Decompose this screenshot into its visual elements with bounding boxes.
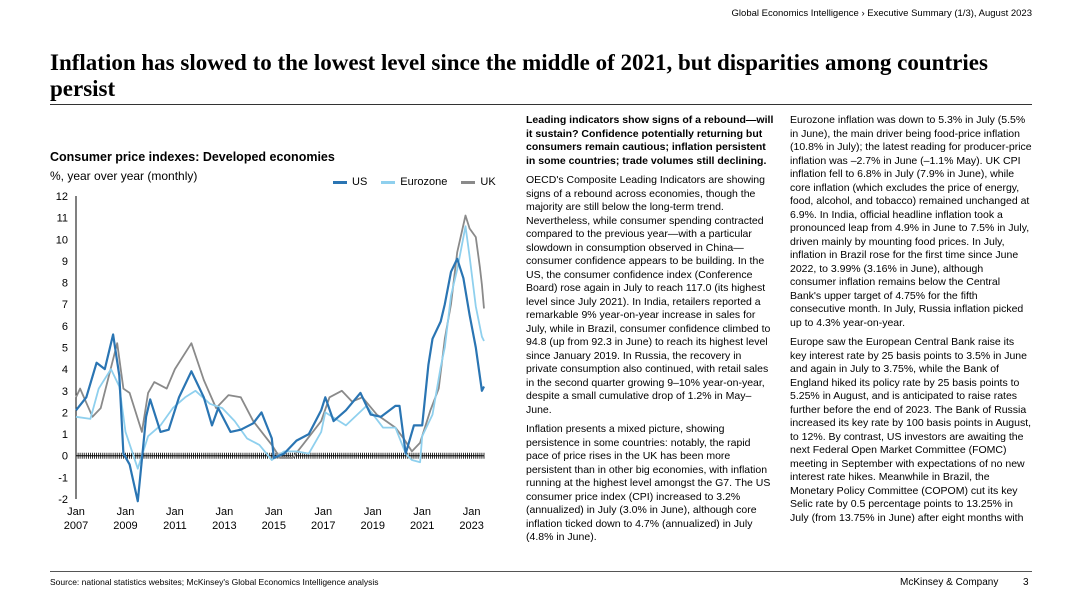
y-tick-label: 0 <box>62 451 68 463</box>
x-tick-year: 2009 <box>113 520 137 532</box>
y-tick-label: 1 <box>62 429 68 441</box>
x-tick-month: Jan <box>364 506 382 518</box>
x-tick-month: Jan <box>463 506 481 518</box>
x-tick-year: 2007 <box>64 520 88 532</box>
paragraph-inflation: Inflation presents a mixed picture, show… <box>526 423 771 543</box>
legend-label-eurozone: Eurozone <box>400 176 448 188</box>
lead-paragraph: Leading indicators show signs of a rebou… <box>526 114 774 167</box>
brand-name: McKinsey & Company <box>900 577 999 588</box>
y-tick-label: 10 <box>56 234 68 246</box>
x-tick-year: 2013 <box>212 520 236 532</box>
cpi-line-chart: 1211109876543210-1-2Jan2007Jan2009Jan201… <box>56 191 485 532</box>
y-tick-label: -2 <box>58 494 68 506</box>
y-tick-label: 5 <box>62 343 68 355</box>
y-tick-label: 3 <box>62 386 68 398</box>
text-column-left: Leading indicators show signs of a rebou… <box>526 114 774 551</box>
legend-swatch-uk <box>461 180 476 184</box>
y-tick-label: 9 <box>62 256 68 268</box>
y-tick-label: 8 <box>62 278 68 290</box>
x-tick-month: Jan <box>215 506 233 518</box>
legend-swatch-eurozone <box>381 180 396 184</box>
text-column-right: Eurozone inflation was down to 5.3% in J… <box>790 114 1032 531</box>
x-tick-year: 2023 <box>459 520 483 532</box>
breadcrumb: Global Economics Intelligence › Executiv… <box>731 8 1032 19</box>
legend-label-us: US <box>352 176 368 188</box>
x-tick-year: 2011 <box>163 520 187 532</box>
month-tick-marks <box>75 452 485 459</box>
legend-item-uk: UK <box>461 176 496 188</box>
chart-legend: US Eurozone UK <box>333 176 496 188</box>
x-tick-month: Jan <box>314 506 332 518</box>
y-tick-label: 11 <box>57 213 68 225</box>
page-number: 3 <box>1023 577 1029 588</box>
legend-label-uk: UK <box>480 176 496 188</box>
x-tick-month: Jan <box>413 506 431 518</box>
legend-swatch-us <box>333 180 347 184</box>
series-line-us <box>75 257 485 503</box>
page-title: Inflation has slowed to the lowest level… <box>50 50 988 101</box>
x-tick-month: Jan <box>67 506 85 518</box>
footer-divider <box>50 571 1032 572</box>
x-tick-year: 2015 <box>262 520 286 532</box>
chart-title: Consumer price indexes: Developed econom… <box>50 150 335 164</box>
paragraph-eurozone: Eurozone inflation was down to 5.3% in J… <box>790 114 1032 329</box>
x-tick-year: 2017 <box>311 520 335 532</box>
paragraph-leading-indicators: OECD's Composite Leading Indicators are … <box>526 174 771 416</box>
source-note: Source: national statistics websites; Mc… <box>50 577 379 587</box>
x-tick-month: Jan <box>166 506 184 518</box>
legend-item-us: US <box>333 176 367 188</box>
y-tick-label: 4 <box>62 364 68 376</box>
series-line-eurozone <box>75 225 485 470</box>
series-line-uk <box>75 214 485 459</box>
legend-item-eurozone: Eurozone <box>381 176 447 188</box>
y-tick-label: -1 <box>58 472 68 484</box>
x-tick-year: 2021 <box>410 520 434 532</box>
x-tick-month: Jan <box>117 506 135 518</box>
title-divider <box>50 104 1032 105</box>
y-tick-label: 7 <box>62 299 68 311</box>
x-tick-month: Jan <box>265 506 283 518</box>
y-tick-label: 2 <box>62 407 68 419</box>
paragraph-central-banks: Europe saw the European Central Bank rai… <box>790 336 1032 524</box>
chart-subtitle: %, year over year (monthly) <box>50 169 198 183</box>
x-tick-year: 2019 <box>360 520 384 532</box>
y-tick-label: 6 <box>62 321 68 333</box>
y-tick-label: 12 <box>56 191 68 203</box>
